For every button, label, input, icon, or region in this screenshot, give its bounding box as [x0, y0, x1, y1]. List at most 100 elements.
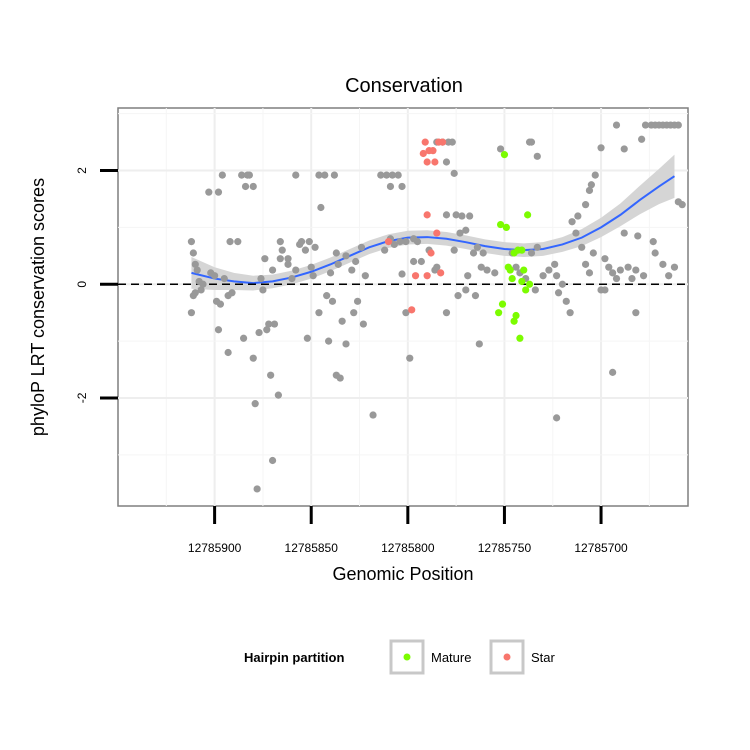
- point-other-132: [527, 138, 536, 146]
- point-other-67: [338, 317, 346, 325]
- point-other-151: [581, 201, 590, 209]
- legend-entry-star: Star: [489, 639, 556, 675]
- point-other-21: [211, 272, 219, 280]
- point-other-139: [545, 266, 553, 274]
- point-other-40: [268, 456, 277, 465]
- point-star-14: [408, 306, 416, 314]
- point-other-38: [270, 320, 279, 328]
- point-other-115: [450, 246, 458, 254]
- point-other-156: [601, 255, 609, 263]
- point-other-123: [477, 263, 485, 271]
- point-other-14: [234, 238, 242, 246]
- point-other-48: [292, 266, 300, 274]
- point-mature-5: [508, 274, 516, 283]
- point-other-121: [464, 272, 472, 280]
- point-other-103: [406, 354, 414, 362]
- point-other-84: [377, 171, 385, 179]
- point-other-147: [553, 414, 561, 422]
- point-other-30: [249, 354, 257, 362]
- point-other-11: [214, 188, 223, 196]
- point-other-109: [442, 211, 451, 219]
- point-other-15: [238, 171, 246, 179]
- point-other-10: [205, 188, 213, 196]
- point-other-42: [261, 255, 269, 263]
- point-other-137: [533, 243, 541, 251]
- plot-panel: [117, 107, 689, 507]
- point-mature-9: [520, 266, 528, 274]
- legend-label-star: Star: [531, 650, 556, 665]
- point-other-76: [332, 249, 340, 257]
- point-other-77: [334, 260, 342, 268]
- point-mature-4: [506, 266, 514, 274]
- chart-title: Conservation: [345, 75, 463, 97]
- point-other-55: [307, 263, 315, 271]
- point-other-26: [228, 289, 236, 297]
- point-other-36: [265, 320, 273, 328]
- point-other-143: [558, 280, 567, 288]
- legend-dot-star: [503, 653, 511, 661]
- point-other-75: [326, 269, 335, 277]
- point-other-133: [533, 152, 541, 160]
- point-other-0: [187, 238, 196, 246]
- point-other-97: [398, 270, 406, 278]
- point-other-69: [350, 309, 358, 317]
- point-other-2: [191, 260, 199, 268]
- point-other-159: [612, 274, 621, 283]
- point-other-32: [255, 328, 263, 337]
- y-tick-label-2: -2: [75, 392, 89, 403]
- point-other-33: [253, 485, 261, 493]
- point-other-18: [245, 171, 253, 179]
- point-other-82: [361, 272, 369, 280]
- point-other-57: [311, 243, 319, 251]
- point-other-61: [317, 203, 325, 212]
- point-other-85: [382, 171, 391, 179]
- point-other-16: [241, 182, 250, 191]
- point-star-2: [423, 158, 431, 166]
- point-other-192: [578, 243, 586, 251]
- point-other-117: [462, 226, 470, 234]
- point-other-191: [572, 229, 580, 237]
- point-other-94: [402, 238, 410, 246]
- point-star-13: [411, 272, 420, 280]
- point-other-170: [601, 286, 609, 294]
- point-mature-1: [496, 220, 505, 229]
- point-star-4: [419, 149, 427, 158]
- point-other-96: [413, 238, 422, 246]
- point-other-172: [620, 145, 628, 153]
- point-other-27: [214, 326, 223, 334]
- point-other-155: [597, 144, 605, 152]
- point-other-19: [249, 182, 257, 191]
- point-star-15: [384, 238, 393, 246]
- point-other-87: [386, 182, 395, 191]
- point-star-10: [427, 249, 435, 257]
- point-other-23: [216, 300, 225, 308]
- point-other-129: [475, 340, 483, 348]
- point-other-110: [452, 211, 460, 219]
- point-other-111: [458, 212, 466, 220]
- legend-title: Hairpin partition: [244, 650, 344, 665]
- point-other-126: [442, 309, 451, 317]
- point-other-194: [585, 269, 594, 277]
- point-other-173: [638, 135, 646, 143]
- point-other-46: [284, 255, 292, 263]
- points-layer: [187, 121, 686, 493]
- point-other-184: [651, 249, 659, 257]
- point-other-62: [330, 171, 339, 179]
- point-star-12: [423, 272, 431, 280]
- point-other-93: [396, 238, 404, 246]
- point-star-0: [421, 138, 429, 146]
- legend-key-star: [489, 639, 525, 675]
- point-other-92: [390, 240, 398, 249]
- point-other-58: [292, 171, 300, 179]
- x-tick-label-2: 12785800: [381, 541, 435, 555]
- point-other-47: [288, 274, 296, 283]
- point-other-60: [321, 171, 329, 179]
- point-other-34: [259, 286, 267, 294]
- point-star-8: [423, 211, 431, 219]
- point-mature-12: [510, 317, 518, 325]
- point-other-185: [659, 260, 667, 268]
- point-other-81: [357, 243, 366, 251]
- point-other-167: [609, 368, 617, 376]
- point-other-89: [394, 171, 402, 179]
